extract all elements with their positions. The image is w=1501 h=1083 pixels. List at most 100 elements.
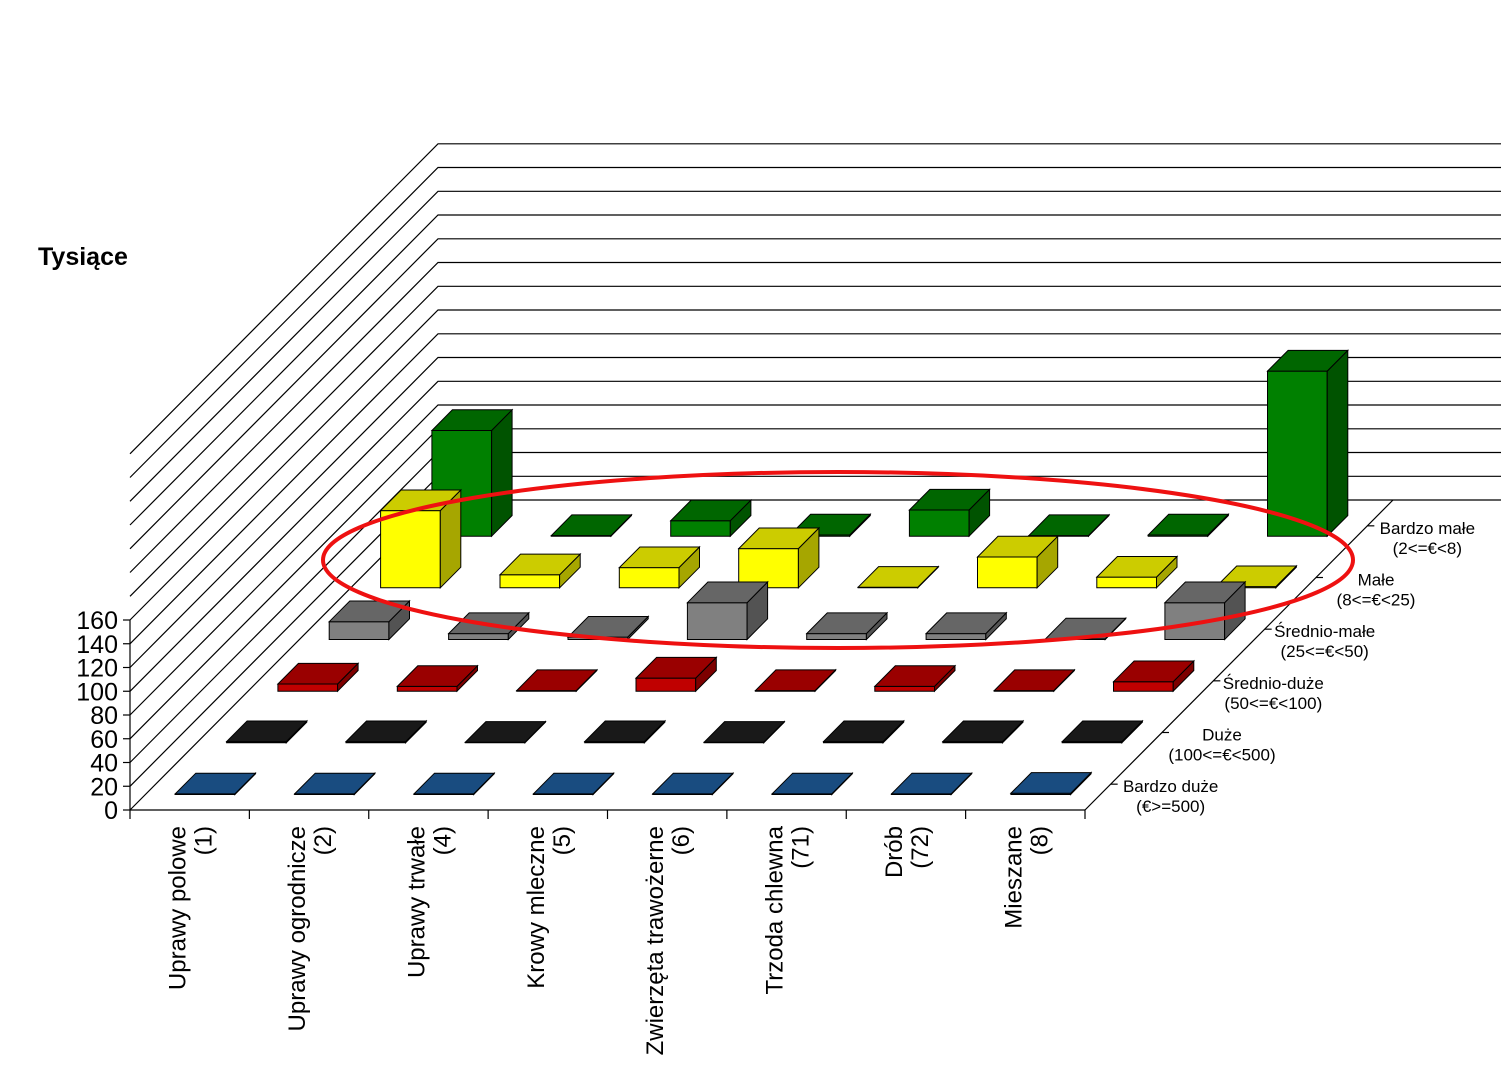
bar [379, 488, 463, 590]
series-label: (100<=€<500) [1168, 746, 1275, 765]
bar-top [1009, 772, 1093, 794]
bar-top [532, 772, 615, 795]
bar [686, 580, 769, 641]
bar [276, 662, 360, 693]
gridline [129, 356, 1501, 668]
bar-top [515, 669, 599, 692]
category-label-line: (5) [549, 826, 576, 855]
category-label-line: Trzoda chlewna [762, 825, 789, 994]
bar-top [173, 772, 257, 795]
bar [856, 565, 940, 590]
bar-top [702, 721, 786, 743]
gridline [129, 190, 1501, 502]
category-label: Trzoda chlewna (71) [762, 825, 815, 994]
bar-top [634, 656, 718, 679]
bar-front [328, 621, 390, 640]
bar [583, 719, 667, 745]
bar-front [380, 510, 441, 589]
bar [976, 535, 1059, 590]
bar-top [464, 721, 547, 743]
bar [396, 664, 479, 693]
chart-walls [129, 143, 1501, 811]
category-label-line: (1) [191, 826, 218, 855]
bar-front [670, 520, 731, 537]
bar [532, 771, 615, 796]
bar-top [327, 600, 411, 623]
y-tick-label: 40 [90, 750, 118, 778]
category-label-line: Drób [881, 826, 908, 878]
bar-front [908, 509, 970, 537]
bar [822, 719, 905, 745]
bar-top [498, 553, 582, 576]
bar [1112, 659, 1196, 693]
bar [498, 552, 582, 590]
bar-top [1147, 513, 1230, 536]
gridline [129, 309, 1501, 621]
series-label: Małe [1358, 571, 1395, 590]
bar [669, 498, 753, 538]
bar-top [1060, 720, 1144, 743]
bar-top [430, 409, 514, 431]
bar-top [651, 772, 735, 795]
bar-front [806, 633, 867, 640]
bars [173, 349, 1350, 796]
bar [890, 771, 973, 796]
bar-top [908, 488, 991, 511]
bar-top [976, 535, 1059, 558]
gridline [129, 143, 1501, 455]
bar-front [1096, 576, 1157, 589]
bar-top [669, 499, 753, 522]
series-label: (50<=€<100) [1224, 694, 1322, 713]
bar-top [550, 514, 633, 537]
category-label-line: Mieszane [1000, 826, 1027, 929]
highlight-ellipse [321, 470, 1355, 650]
bar [1214, 564, 1298, 590]
y-tick-label: 60 [90, 726, 118, 754]
bar-top [924, 612, 1008, 635]
bar [173, 771, 257, 796]
bar [651, 771, 735, 796]
bar [412, 771, 496, 796]
series-labels: Bardzo duże(€>=500) Duże(100<=€<500) Średn… [1110, 519, 1475, 816]
category-label-line: (71) [788, 826, 815, 869]
bar [634, 656, 718, 693]
bar-front [1113, 681, 1174, 692]
bar [550, 513, 633, 538]
series-label: Bardzo małe [1380, 519, 1475, 538]
series-label: (€>=500) [1136, 797, 1205, 816]
bar-side [491, 408, 513, 538]
series-label: (2<=€<8) [1393, 539, 1462, 558]
bar [941, 719, 1025, 745]
category-label: Zwierzęta trawożerne (6) [642, 826, 695, 1055]
category-label-line: Krowy mleczne [523, 826, 550, 989]
bar-top [1095, 556, 1179, 578]
bar-top [1163, 581, 1247, 604]
category-label-line: Uprawy polowe [165, 826, 192, 990]
category-label: Drób (72) [881, 826, 934, 878]
bar [993, 668, 1076, 693]
bar [464, 720, 547, 745]
y-tick-label: 0 [104, 797, 118, 825]
bar-top [396, 665, 479, 687]
bar [1266, 349, 1350, 538]
bar [924, 611, 1008, 641]
bar-top [1266, 349, 1350, 372]
category-label-line: Uprawy trwałe [403, 826, 430, 978]
series-label: Średnio-duże [1223, 674, 1324, 693]
bar-front [396, 685, 458, 692]
y-tick-label: 20 [90, 773, 118, 801]
y-tick-label: 80 [90, 702, 118, 730]
bar [327, 599, 411, 641]
depth-axis-line [1084, 499, 1394, 811]
bar [873, 664, 957, 693]
bar-top [583, 720, 667, 743]
bar-top [770, 772, 854, 795]
bar-top [856, 566, 940, 588]
gridline [129, 166, 1501, 478]
series-label: (25<=€<50) [1280, 642, 1368, 661]
bar [1095, 555, 1179, 590]
category-label-line: (8) [1026, 826, 1053, 855]
gridline [129, 285, 1501, 597]
